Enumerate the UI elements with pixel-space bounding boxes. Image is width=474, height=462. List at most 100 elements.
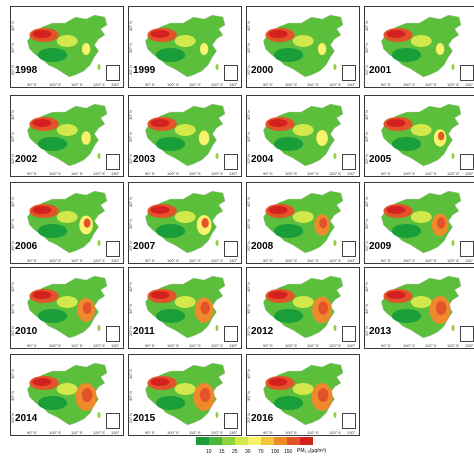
map-panel: 2012 40° N 30° N 20° N 90° E 100° E 110° E 120°… xyxy=(246,267,360,349)
longitude-tick-label: 90° E xyxy=(263,258,273,263)
longitude-tick-label: 100° E xyxy=(403,258,416,263)
longitude-tick-label: 130° E xyxy=(111,258,120,263)
longitude-tick-label: 90° E xyxy=(145,430,155,435)
map-panel: 2002 40° N 30° N 20° N 90° E 100° E 110° E 120°… xyxy=(10,95,124,177)
map-panel: 2011 40° N 30° N 20° N 90° E 100° E 110° E 120°… xyxy=(128,267,242,349)
longitude-tick-label: 120° E xyxy=(329,343,342,348)
latitude-tick-label: 20° N xyxy=(128,64,133,75)
legend-color-swatch xyxy=(248,437,261,445)
china-pm25-map xyxy=(381,14,462,78)
south-china-sea-inset xyxy=(460,326,474,342)
latitude-tick-label: 20° N xyxy=(246,64,251,75)
latitude-tick-label: 20° N xyxy=(128,325,133,336)
latitude-tick-label: 40° N xyxy=(364,196,369,207)
south-china-sea-inset xyxy=(460,241,474,257)
latitude-tick-label: 20° N xyxy=(128,153,133,164)
longitude-tick-label: 110° E xyxy=(189,171,201,176)
map-panel: 2009 40° N 30° N 20° N 90° E 100° E 110° E 120°… xyxy=(364,182,474,264)
longitude-tick-label: 130° E xyxy=(229,171,238,176)
map-panel: 2016 40° N 30° N 20° N 90° E 100° E 110° E 120°… xyxy=(246,354,360,436)
longitude-tick-label: 110° E xyxy=(189,430,201,435)
longitude-tick-label: 130° E xyxy=(465,171,474,176)
longitude-tick-label: 130° E xyxy=(111,430,120,435)
map-panel: 2005 40° N 30° N 20° N 90° E 100° E 110° E 120°… xyxy=(364,95,474,177)
latitude-tick-label: 20° N xyxy=(10,240,15,251)
south-china-sea-inset xyxy=(106,241,120,257)
longitude-tick-label: 100° E xyxy=(49,171,62,176)
china-pm25-map xyxy=(263,275,344,339)
south-china-sea-inset xyxy=(224,154,238,170)
longitude-tick-label: 90° E xyxy=(27,430,37,435)
longitude-tick-label: 90° E xyxy=(263,171,273,176)
longitude-tick-label: 110° E xyxy=(425,171,437,176)
longitude-tick-label: 90° E xyxy=(27,258,37,263)
longitude-tick-label: 90° E xyxy=(27,343,37,348)
map-panel: 2001 40° N 30° N 20° N 90° E 100° E 110° E 120°… xyxy=(364,6,474,88)
china-pm25-map xyxy=(263,14,344,78)
longitude-tick-label: 100° E xyxy=(285,82,298,87)
latitude-tick-label: 30° N xyxy=(364,131,369,142)
latitude-tick-label: 40° N xyxy=(10,281,15,292)
latitude-tick-label: 20° N xyxy=(246,412,251,423)
latitude-tick-label: 30° N xyxy=(246,131,251,142)
latitude-tick-label: 40° N xyxy=(10,20,15,31)
latitude-tick-label: 40° N xyxy=(10,368,15,379)
latitude-tick-label: 30° N xyxy=(10,303,15,314)
china-pm25-map xyxy=(145,14,226,78)
longitude-tick-label: 110° E xyxy=(425,82,437,87)
year-label: 2009 xyxy=(369,241,392,252)
longitude-tick-label: 130° E xyxy=(347,82,356,87)
legend-colorbar xyxy=(196,437,313,445)
longitude-tick-label: 110° E xyxy=(71,171,83,176)
longitude-tick-label: 110° E xyxy=(189,82,201,87)
year-label: 2005 xyxy=(369,154,392,165)
map-panel: 1999 40° N 30° N 20° N 90° E 100° E 110° E 120°… xyxy=(128,6,242,88)
longitude-tick-label: 90° E xyxy=(27,171,37,176)
longitude-tick-label: 90° E xyxy=(381,343,391,348)
longitude-tick-label: 100° E xyxy=(167,171,180,176)
south-china-sea-inset xyxy=(460,154,474,170)
latitude-tick-label: 40° N xyxy=(128,196,133,207)
latitude-tick-label: 30° N xyxy=(246,42,251,53)
longitude-tick-label: 130° E xyxy=(229,430,238,435)
longitude-tick-label: 120° E xyxy=(329,430,342,435)
latitude-tick-label: 40° N xyxy=(246,368,251,379)
latitude-tick-label: 40° N xyxy=(128,368,133,379)
longitude-tick-label: 90° E xyxy=(263,343,273,348)
longitude-tick-label: 90° E xyxy=(145,171,155,176)
map-panel: 2014 40° N 30° N 20° N 90° E 100° E 110° E 120°… xyxy=(10,354,124,436)
latitude-tick-label: 40° N xyxy=(10,196,15,207)
latitude-tick-label: 40° N xyxy=(246,20,251,31)
longitude-tick-label: 100° E xyxy=(285,171,298,176)
year-label: 2001 xyxy=(369,65,392,76)
longitude-tick-label: 120° E xyxy=(447,343,460,348)
latitude-tick-label: 30° N xyxy=(128,42,133,53)
longitude-tick-label: 130° E xyxy=(347,171,356,176)
china-pm25-map xyxy=(381,275,462,339)
longitude-tick-label: 130° E xyxy=(465,343,474,348)
longitude-tick-label: 110° E xyxy=(71,343,83,348)
latitude-tick-label: 20° N xyxy=(246,240,251,251)
longitude-tick-label: 130° E xyxy=(111,82,120,87)
latitude-tick-label: 30° N xyxy=(10,42,15,53)
latitude-tick-label: 30° N xyxy=(246,218,251,229)
china-pm25-map xyxy=(381,190,462,254)
longitude-tick-label: 100° E xyxy=(167,430,180,435)
legend-color-swatch xyxy=(235,437,248,445)
china-pm25-map xyxy=(263,362,344,426)
longitude-tick-label: 110° E xyxy=(307,82,319,87)
latitude-tick-label: 20° N xyxy=(128,240,133,251)
year-label: 2000 xyxy=(251,65,274,76)
china-pm25-map xyxy=(27,190,108,254)
legend-color-swatch xyxy=(222,437,235,445)
longitude-tick-label: 110° E xyxy=(71,258,83,263)
longitude-tick-label: 90° E xyxy=(145,258,155,263)
map-panel: 2013 40° N 30° N 20° N 90° E 100° E 110° E 120°… xyxy=(364,267,474,349)
longitude-tick-label: 120° E xyxy=(211,343,224,348)
year-label: 1998 xyxy=(15,65,38,76)
year-label: 2004 xyxy=(251,154,274,165)
longitude-tick-label: 130° E xyxy=(465,82,474,87)
longitude-tick-label: 110° E xyxy=(189,343,201,348)
map-panel: 2004 40° N 30° N 20° N 90° E 100° E 110° E 120°… xyxy=(246,95,360,177)
longitude-tick-label: 100° E xyxy=(403,82,416,87)
